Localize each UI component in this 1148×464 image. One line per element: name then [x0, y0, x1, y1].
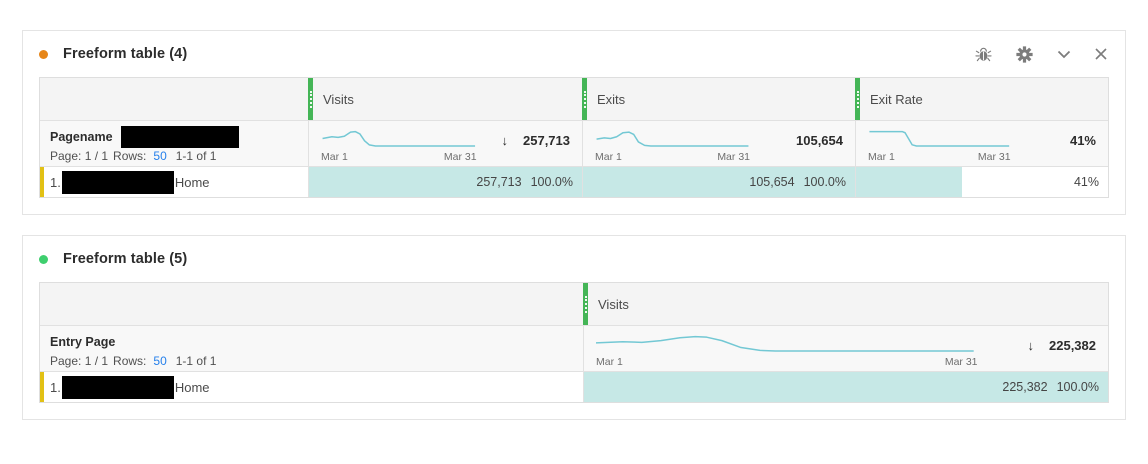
- exits-summary-cell: Mar 1 Mar 31 105,654: [582, 121, 855, 166]
- cell-value: 105,654: [749, 175, 795, 189]
- debug-icon[interactable]: [975, 46, 992, 63]
- panel-toolbar: [975, 45, 1107, 63]
- column-drag-handle[interactable]: [855, 78, 860, 120]
- panel-header: Freeform table (4): [23, 31, 1125, 77]
- panel-header: Freeform table (5): [23, 236, 1125, 282]
- redacted-text: [120, 126, 239, 148]
- freeform-table: Visits Entry Page Page: 1 / 1 Rows: 50 1…: [39, 282, 1109, 403]
- visits-sparkline: [596, 332, 978, 355]
- exits-sparkline: [595, 127, 750, 150]
- spark-start-date: Mar 1: [321, 151, 348, 163]
- column-drag-handle[interactable]: [308, 78, 313, 120]
- column-label: Exit Rate: [870, 91, 923, 107]
- column-label: Visits: [323, 91, 354, 107]
- cell-value: 225,382: [1002, 380, 1048, 394]
- column-header-visits[interactable]: Visits: [308, 78, 582, 120]
- row-rank: 1.: [50, 174, 61, 190]
- value-bar: [856, 167, 962, 197]
- column-header-exit-rate[interactable]: Exit Rate: [855, 78, 1108, 120]
- exit-rate-summary-cell: Mar 1 Mar 31 41%: [855, 121, 1108, 166]
- sort-descending-icon[interactable]: ↓: [501, 132, 509, 148]
- column-drag-handle[interactable]: [582, 78, 587, 120]
- redacted-text: [61, 170, 174, 194]
- spark-start-date: Mar 1: [868, 151, 895, 163]
- cell-value: 257,713: [476, 175, 522, 189]
- exit-rate-value-cell[interactable]: 41%: [855, 167, 1108, 197]
- freeform-table-4-panel: Freeform table (4): [22, 30, 1126, 215]
- page-indicator: Page: 1 / 1: [50, 149, 109, 163]
- column-label: Visits: [598, 296, 629, 312]
- value-bar: [583, 167, 855, 197]
- value-bar: [584, 372, 1108, 402]
- column-drag-handle[interactable]: [583, 283, 588, 325]
- pagination: Page: 1 / 1 Rows: 50 1-1 of 1: [50, 149, 298, 163]
- exits-value-cell[interactable]: 105,654 100.0%: [582, 167, 855, 197]
- value-bar: [309, 167, 582, 197]
- chevron-down-icon[interactable]: [1057, 50, 1071, 59]
- row-range: 1-1 of 1: [175, 149, 217, 163]
- freeform-table: Visits Exits Exit Rate Pagename: [39, 77, 1109, 198]
- visits-total: 225,382: [1049, 337, 1096, 353]
- column-label: Exits: [597, 91, 626, 107]
- cell-percent: 100.0%: [530, 175, 573, 189]
- column-header-row: Visits Exits Exit Rate: [40, 78, 1108, 120]
- row-range: 1-1 of 1: [175, 354, 217, 368]
- visits-value-cell[interactable]: 257,713 100.0%: [308, 167, 582, 197]
- panel-title: Freeform table (4): [63, 46, 188, 62]
- rows-per-page-link[interactable]: 50: [153, 354, 167, 368]
- row-label: Home: [174, 379, 210, 395]
- freeform-table-5-panel: Freeform table (5) Visits Entry Page Pa: [22, 235, 1126, 420]
- summary-row: Entry Page Page: 1 / 1 Rows: 50 1-1 of 1…: [40, 325, 1108, 371]
- workspace-canvas: Freeform table (4): [22, 30, 1126, 420]
- panel-color-dot-orange: [39, 49, 48, 59]
- exits-total: 105,654: [796, 132, 843, 148]
- page-indicator: Page: 1 / 1: [50, 354, 109, 368]
- spark-end-date: Mar 31: [443, 151, 477, 163]
- rows-per-page-link[interactable]: 50: [153, 149, 167, 163]
- visits-summary-cell: Mar 1 Mar 31 ↓ 225,382: [583, 326, 1108, 371]
- column-header-visits[interactable]: Visits: [583, 283, 1108, 325]
- spark-start-date: Mar 1: [596, 356, 623, 368]
- spark-start-date: Mar 1: [595, 151, 622, 163]
- exit-rate-total: 41%: [1069, 132, 1096, 148]
- dimension-name: Entry Page: [50, 335, 116, 349]
- visits-summary-cell: Mar 1 Mar 31 ↓ 257,713: [308, 121, 582, 166]
- cell-percent: 100.0%: [1056, 380, 1099, 394]
- visits-sparkline: [321, 127, 477, 150]
- rows-label: Rows:: [113, 354, 147, 368]
- cell-value: 41%: [1073, 175, 1099, 189]
- pagination: Page: 1 / 1 Rows: 50 1-1 of 1: [50, 354, 573, 368]
- dimension-name: Pagename: [50, 130, 113, 144]
- spark-end-date: Mar 31: [977, 151, 1011, 163]
- close-icon[interactable]: [1095, 48, 1107, 60]
- exit-rate-sparkline: [868, 127, 1011, 150]
- column-header-exits[interactable]: Exits: [582, 78, 855, 120]
- row-label: Home: [174, 174, 210, 190]
- dimension-header-cell: [40, 283, 583, 325]
- dimension-row-item[interactable]: 1. Home: [40, 167, 308, 197]
- rows-label: Rows:: [113, 149, 147, 163]
- panel-color-dot-green: [39, 254, 48, 264]
- spark-end-date: Mar 31: [717, 151, 750, 163]
- sort-descending-icon[interactable]: ↓: [1027, 337, 1035, 353]
- summary-row: Pagename Page: 1 / 1 Rows: 50 1-1 of 1: [40, 120, 1108, 166]
- panel-title: Freeform table (5): [63, 251, 188, 267]
- gear-icon[interactable]: [1016, 45, 1033, 63]
- cell-percent: 100.0%: [803, 175, 846, 189]
- dimension-header-cell: [40, 78, 308, 120]
- dimension-summary-cell: Pagename Page: 1 / 1 Rows: 50 1-1 of 1: [40, 121, 308, 166]
- redacted-text: [61, 375, 174, 399]
- dimension-row-item[interactable]: 1. Home: [40, 372, 583, 402]
- visits-value-cell[interactable]: 225,382 100.0%: [583, 372, 1108, 402]
- dimension-summary-cell: Entry Page Page: 1 / 1 Rows: 50 1-1 of 1: [40, 326, 583, 371]
- row-rank: 1.: [50, 379, 61, 395]
- visits-total: 257,713: [523, 132, 570, 148]
- table-row: 1. Home 257,713 100.0% 105,654 100.0%: [40, 166, 1108, 197]
- table-row: 1. Home 225,382 100.0%: [40, 371, 1108, 402]
- spark-end-date: Mar 31: [944, 356, 978, 368]
- column-header-row: Visits: [40, 283, 1108, 325]
